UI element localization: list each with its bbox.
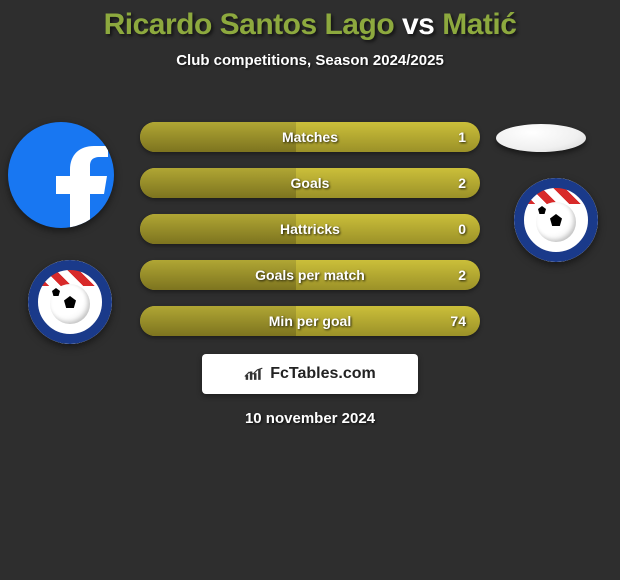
soccer-ball-icon	[50, 284, 90, 324]
player1-name: Ricardo Santos Lago	[104, 8, 395, 41]
stat-row-goals: Goals 2	[140, 168, 480, 198]
club-badge-right	[514, 178, 598, 262]
stat-value: 74	[450, 306, 466, 336]
stat-label: Min per goal	[140, 306, 480, 336]
player2-name: Matić	[442, 8, 516, 41]
club-badge-left	[28, 260, 112, 344]
soccer-ball-icon	[536, 202, 576, 242]
stat-row-matches: Matches 1	[140, 122, 480, 152]
fctables-attribution[interactable]: FcTables.com	[202, 354, 418, 394]
ellipse-badge	[496, 124, 586, 152]
facebook-icon	[56, 146, 108, 228]
stat-value: 1	[458, 122, 466, 152]
stat-value: 2	[458, 260, 466, 290]
stat-value: 0	[458, 214, 466, 244]
vs-text: vs	[402, 8, 434, 41]
fctables-label: FcTables.com	[270, 365, 376, 383]
stat-row-mpg: Min per goal 74	[140, 306, 480, 336]
stat-label: Goals per match	[140, 260, 480, 290]
stats-chart: Matches 1 Goals 2 Hattricks 0 Goals per …	[140, 122, 480, 352]
chart-icon	[244, 366, 264, 382]
stat-label: Goals	[140, 168, 480, 198]
stat-row-gpm: Goals per match 2	[140, 260, 480, 290]
stat-value: 2	[458, 168, 466, 198]
facebook-badge[interactable]	[8, 122, 114, 228]
date-text: 10 november 2024	[0, 410, 620, 427]
page-title: Ricardo Santos Lago vs Matić	[0, 0, 620, 42]
stat-row-hattricks: Hattricks 0	[140, 214, 480, 244]
stat-label: Matches	[140, 122, 480, 152]
stat-label: Hattricks	[140, 214, 480, 244]
subtitle: Club competitions, Season 2024/2025	[0, 52, 620, 69]
